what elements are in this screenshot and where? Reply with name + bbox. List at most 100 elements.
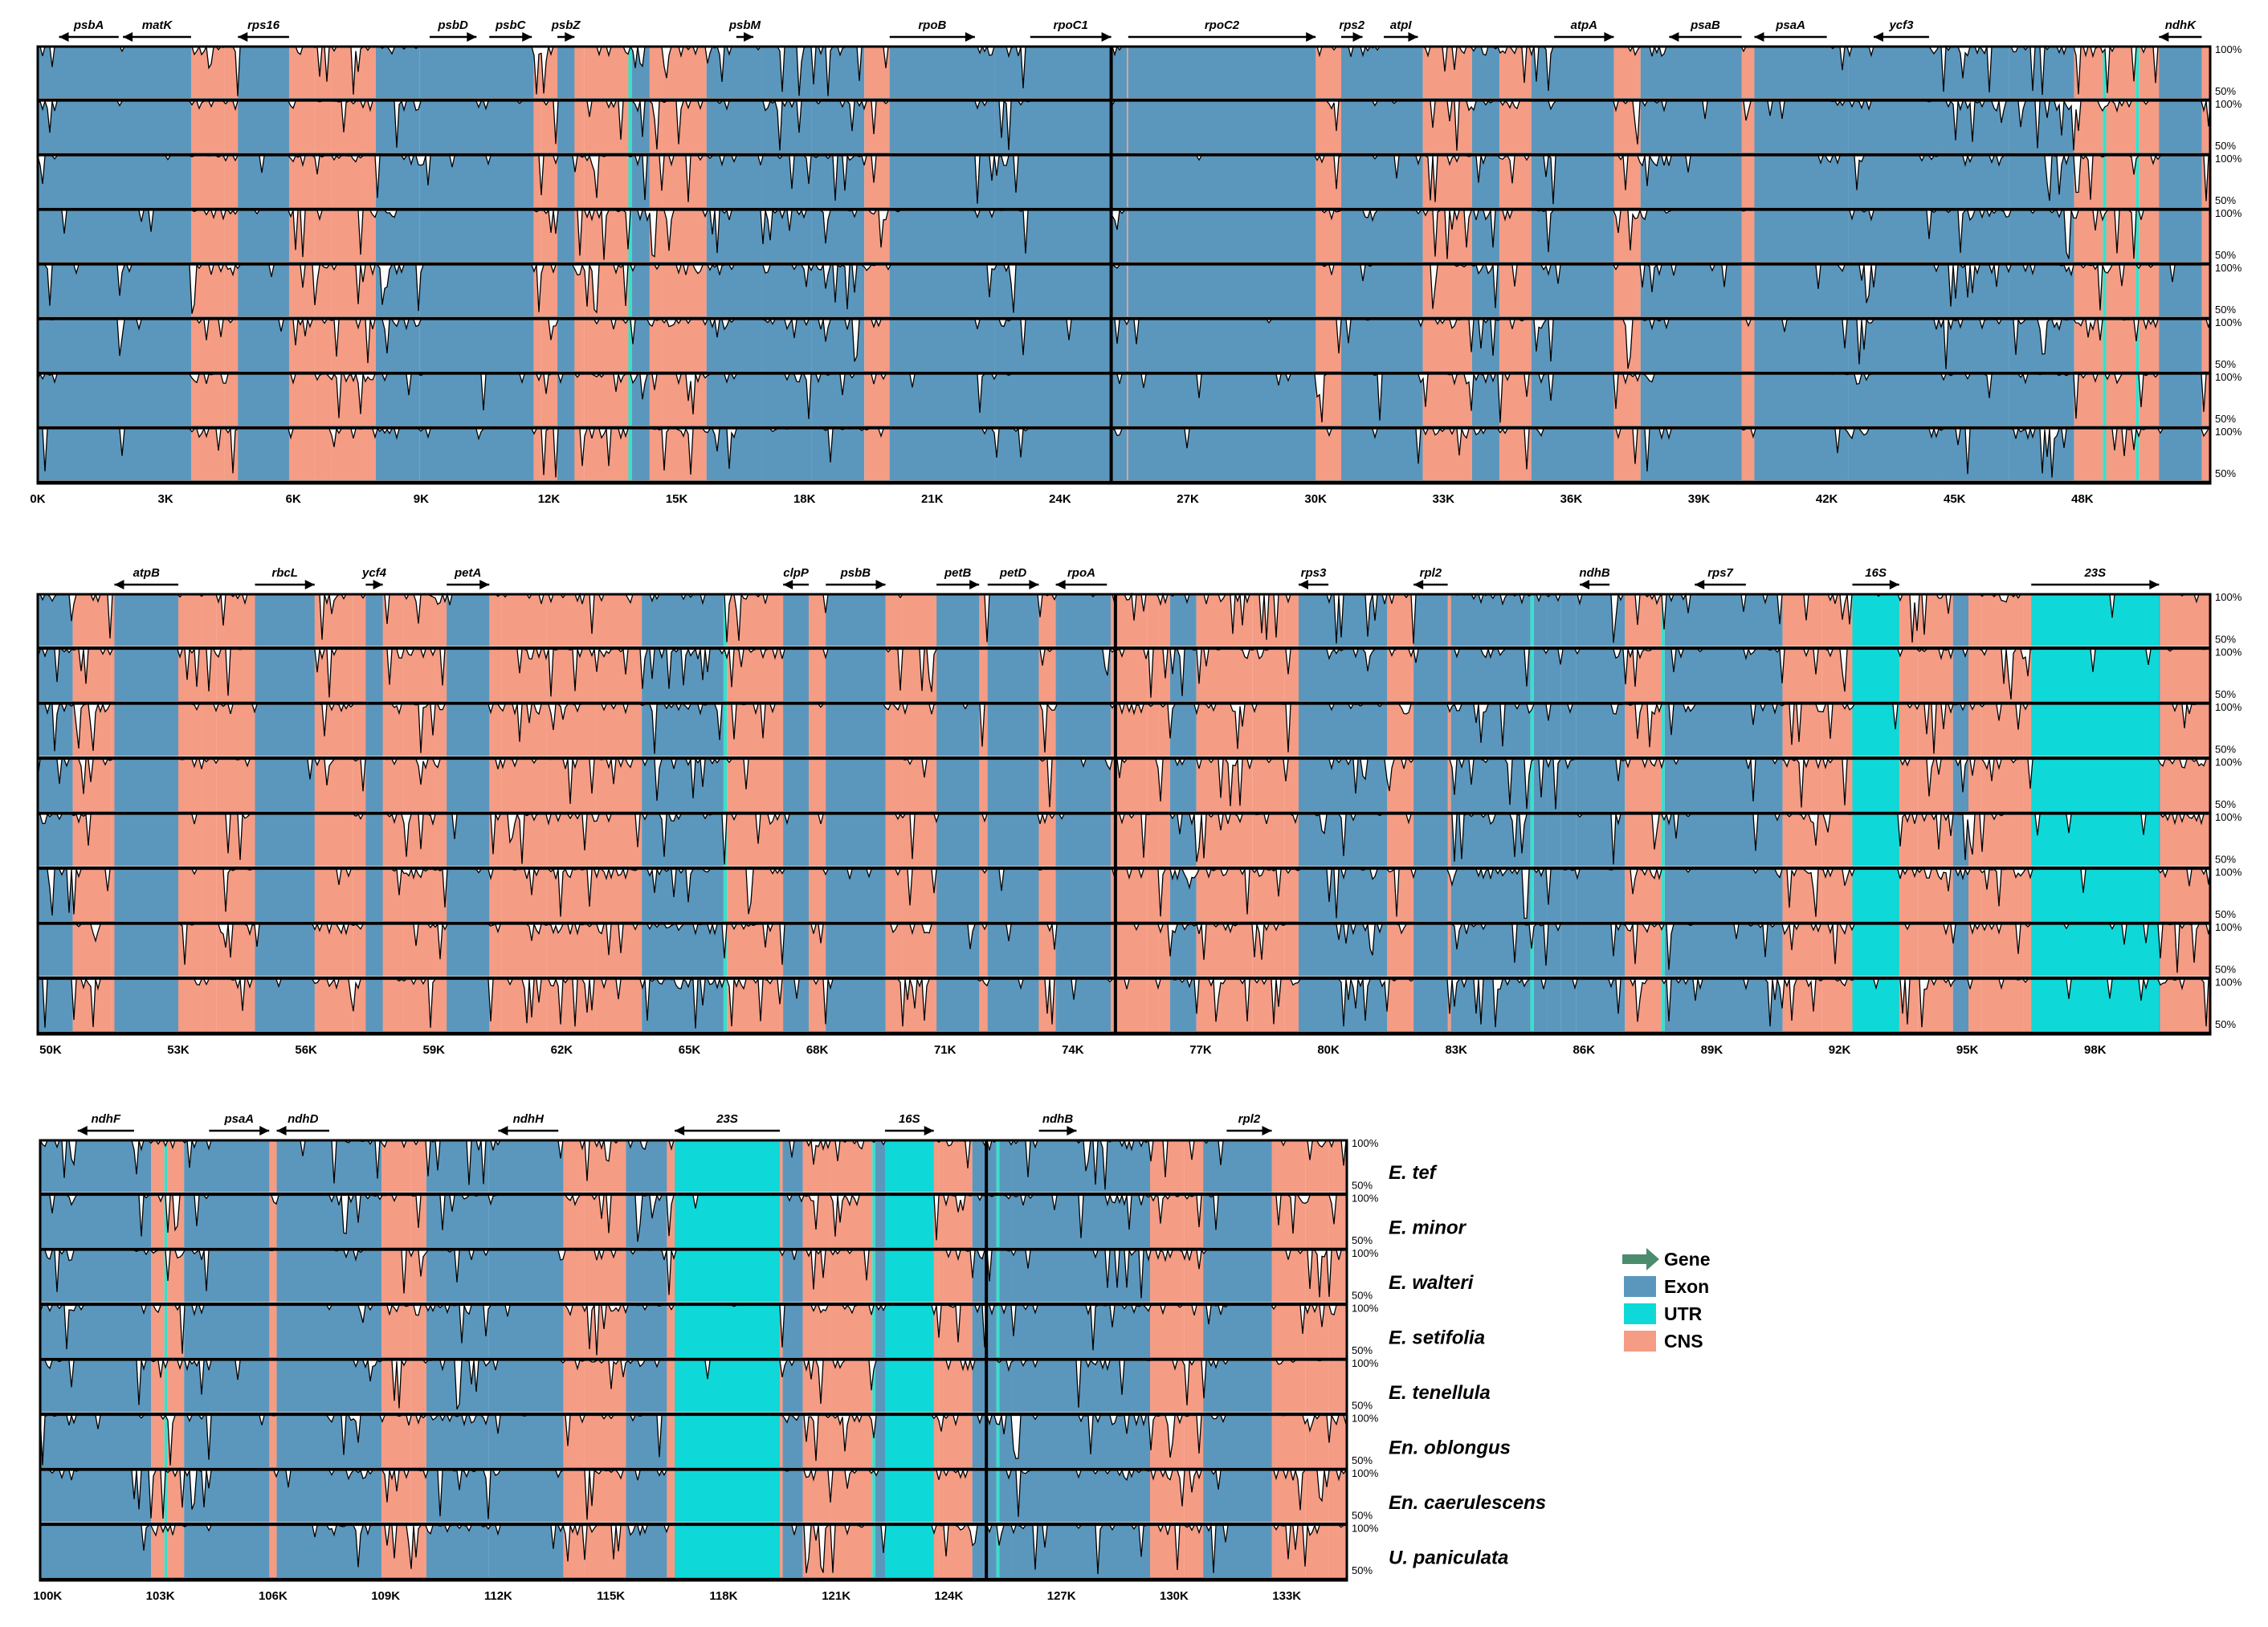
segment-utr xyxy=(1852,649,1899,701)
segment-exon xyxy=(1873,101,1929,153)
segment-exon xyxy=(706,374,762,426)
gene-label: 16S xyxy=(899,1112,920,1126)
segment-cns xyxy=(72,594,103,646)
segment-utrline xyxy=(2103,210,2107,262)
segment-exon xyxy=(209,1470,270,1523)
segment-exon xyxy=(1560,814,1577,867)
segment-cns xyxy=(361,210,376,262)
x-tick-label: 121K xyxy=(822,1589,850,1603)
segment-cns xyxy=(314,101,332,153)
y-tick-50: 50% xyxy=(1352,1344,1373,1356)
segment-exon xyxy=(2009,265,2074,316)
segment-exon xyxy=(761,374,812,426)
segment-utr xyxy=(2031,814,2160,867)
segment-exon xyxy=(761,265,812,316)
segment-cns xyxy=(487,704,502,756)
segment-cns xyxy=(202,979,217,1031)
segment-exon xyxy=(1943,374,2009,426)
species-row-3: 100% 50% xyxy=(40,1247,1379,1305)
gene-label: rps7 xyxy=(1707,566,1733,580)
segment-cns xyxy=(1968,649,1981,701)
segment-exon xyxy=(447,704,490,756)
segment-exon xyxy=(1547,704,1561,756)
segment-utr xyxy=(675,1360,781,1413)
segment-cns xyxy=(331,429,362,480)
segment-exon xyxy=(429,374,477,426)
y-tick-100: 100% xyxy=(2215,646,2242,659)
segment-utrline xyxy=(723,704,728,756)
segment-exon xyxy=(40,1195,81,1247)
segment-cns xyxy=(662,101,707,153)
gene-arrow-head xyxy=(1262,1126,1272,1136)
segment-cns xyxy=(1980,814,2024,867)
segment-cns xyxy=(216,979,255,1031)
segment-exon xyxy=(1873,320,1929,371)
segment-exon xyxy=(59,429,119,480)
gene-arrow-head xyxy=(1873,32,1883,42)
segment-exon xyxy=(1754,265,1827,316)
segment-exon xyxy=(999,1360,1012,1413)
segment-cns xyxy=(1147,869,1160,921)
segment-exon xyxy=(1038,1195,1077,1247)
segment-exon xyxy=(706,156,762,207)
segment-cns xyxy=(802,1250,830,1303)
species-row-6: 100% 50% xyxy=(37,316,2242,374)
gene-atpI: atpI xyxy=(1384,18,1418,42)
segment-exon xyxy=(1384,210,1418,262)
segment-cns xyxy=(1782,704,1822,756)
gene-label: psaB xyxy=(1690,18,1720,32)
segment-exon xyxy=(1943,210,2009,262)
segment-cns xyxy=(501,924,547,977)
segment-exon xyxy=(77,1195,134,1247)
segment-utr xyxy=(884,1195,934,1247)
gene-label: 23S xyxy=(716,1112,738,1126)
gene-arrow-head xyxy=(479,580,490,589)
segment-utrline xyxy=(164,1360,168,1413)
y-tick-100: 100% xyxy=(2215,207,2242,219)
gene-arrow-head xyxy=(924,1126,934,1136)
gene-arrow-head xyxy=(77,1126,88,1136)
segment-exon xyxy=(1450,979,1531,1031)
species-label: E. walteri xyxy=(1389,1272,1475,1294)
gene-arrow-head xyxy=(259,1126,270,1136)
segment-cns xyxy=(727,649,781,701)
segment-utrline xyxy=(872,1250,875,1303)
gene-label: clpP xyxy=(783,566,810,580)
segment-exon xyxy=(1873,265,1929,316)
segment-exon xyxy=(972,1360,997,1413)
segment-exon xyxy=(1560,649,1577,701)
segment-cns xyxy=(1147,704,1160,756)
segment-exon xyxy=(2159,210,2202,262)
segment-exon xyxy=(40,1250,81,1303)
segment-cns xyxy=(2106,320,2136,371)
segment-exon xyxy=(1038,1415,1077,1467)
segment-exon xyxy=(1547,814,1561,867)
segment-cns xyxy=(167,1250,185,1303)
segment-cns xyxy=(202,814,217,867)
segment-exon xyxy=(209,1525,270,1577)
gene-label: atpB xyxy=(133,566,161,580)
segment-cns xyxy=(381,1195,411,1247)
segment-exon xyxy=(736,101,754,153)
segment-exon xyxy=(626,1525,667,1577)
y-tick-100: 100% xyxy=(1352,1137,1379,1149)
species-row-8: 100% 50% xyxy=(38,977,2242,1034)
segment-utrline xyxy=(1530,979,1534,1031)
segment-cns xyxy=(546,924,596,977)
segment-exon xyxy=(1169,924,1197,977)
segment-exon xyxy=(1169,979,1197,1031)
gene-atpB: atpB xyxy=(114,566,179,589)
segment-cns xyxy=(1305,1360,1329,1413)
x-tick-label: 48K xyxy=(2071,492,2094,506)
segment-cns xyxy=(1184,1470,1204,1523)
gene-label: ndhK xyxy=(2165,18,2197,32)
segment-cns xyxy=(932,1140,939,1193)
species-row-5: 100% 50% xyxy=(40,1357,1379,1415)
segment-exon xyxy=(426,1415,489,1467)
segment-exon xyxy=(255,594,315,646)
segment-cns xyxy=(1422,101,1472,153)
segment-exon xyxy=(1450,594,1531,646)
segment-exon xyxy=(489,320,532,371)
segment-exon xyxy=(1873,374,1929,426)
conservation-curve xyxy=(37,153,2210,205)
